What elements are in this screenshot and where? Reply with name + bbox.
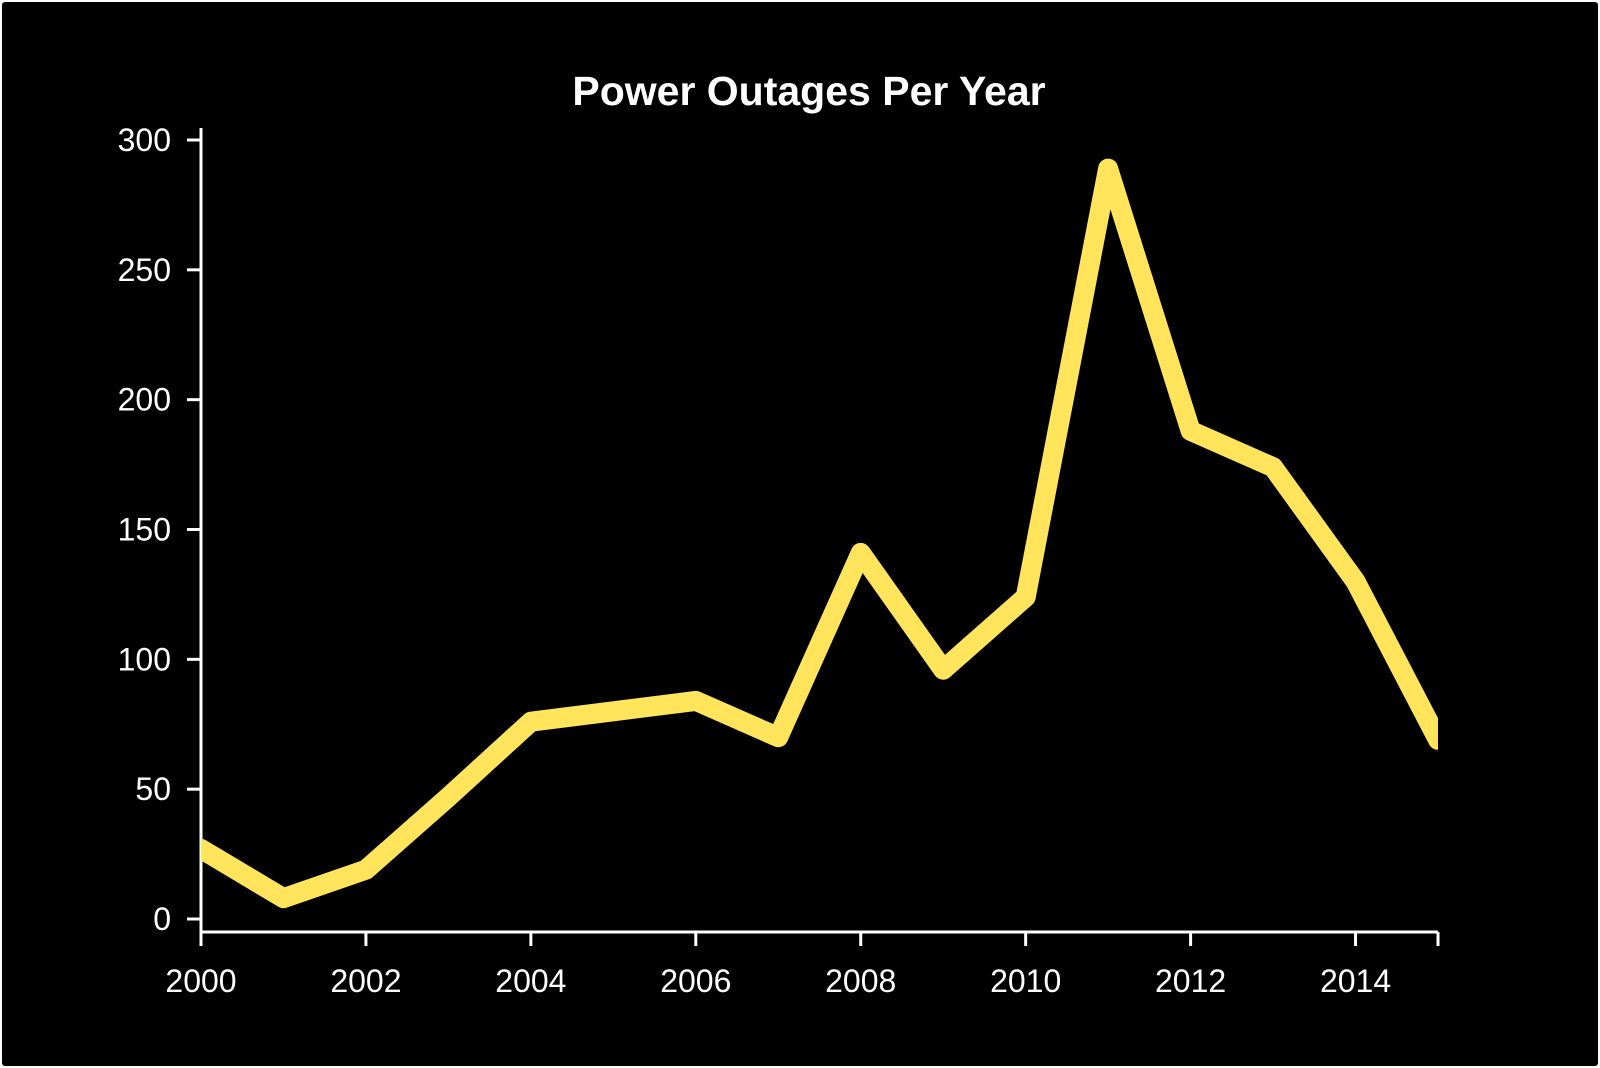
data-point bbox=[530, 721, 532, 723]
data-point bbox=[695, 700, 697, 702]
data-point bbox=[1355, 580, 1357, 582]
y-axis: 0 50 100 150 200 250 300 bbox=[118, 122, 203, 937]
data-point bbox=[1107, 168, 1109, 170]
x-tick-label: 2008 bbox=[825, 963, 896, 999]
x-tick-label: 2000 bbox=[165, 963, 236, 999]
data-point bbox=[447, 796, 449, 798]
y-tick-label: 0 bbox=[153, 901, 171, 937]
data-point bbox=[777, 736, 779, 738]
x-tick-label: 2012 bbox=[1155, 963, 1226, 999]
x-tick-label: 2014 bbox=[1320, 963, 1391, 999]
y-tick-label: 100 bbox=[118, 641, 171, 677]
y-tick-label: 200 bbox=[118, 382, 171, 418]
x-tick-label: 2002 bbox=[330, 963, 401, 999]
y-tick-label: 250 bbox=[118, 252, 171, 288]
chart-title: Power Outages Per Year bbox=[572, 68, 1045, 114]
data-point bbox=[942, 669, 944, 671]
x-tick-label: 2006 bbox=[660, 963, 731, 999]
data-point bbox=[1190, 430, 1192, 432]
data-point bbox=[1025, 596, 1027, 598]
data-point bbox=[612, 710, 614, 712]
data-point bbox=[1272, 466, 1274, 468]
data-point bbox=[283, 897, 285, 899]
y-tick-label: 300 bbox=[118, 122, 171, 158]
series-group bbox=[201, 158, 1439, 909]
x-tick-label: 2010 bbox=[990, 963, 1061, 999]
y-tick-label: 50 bbox=[135, 771, 171, 807]
data-point bbox=[1437, 739, 1439, 741]
series-line-0 bbox=[201, 158, 1438, 909]
data-point bbox=[860, 552, 862, 554]
x-axis: 2000 2002 2004 2006 2008 2010 2012 2014 bbox=[165, 930, 1440, 999]
y-tick-label: 150 bbox=[118, 512, 171, 548]
x-tick-label: 2004 bbox=[495, 963, 566, 999]
data-point bbox=[365, 869, 367, 871]
